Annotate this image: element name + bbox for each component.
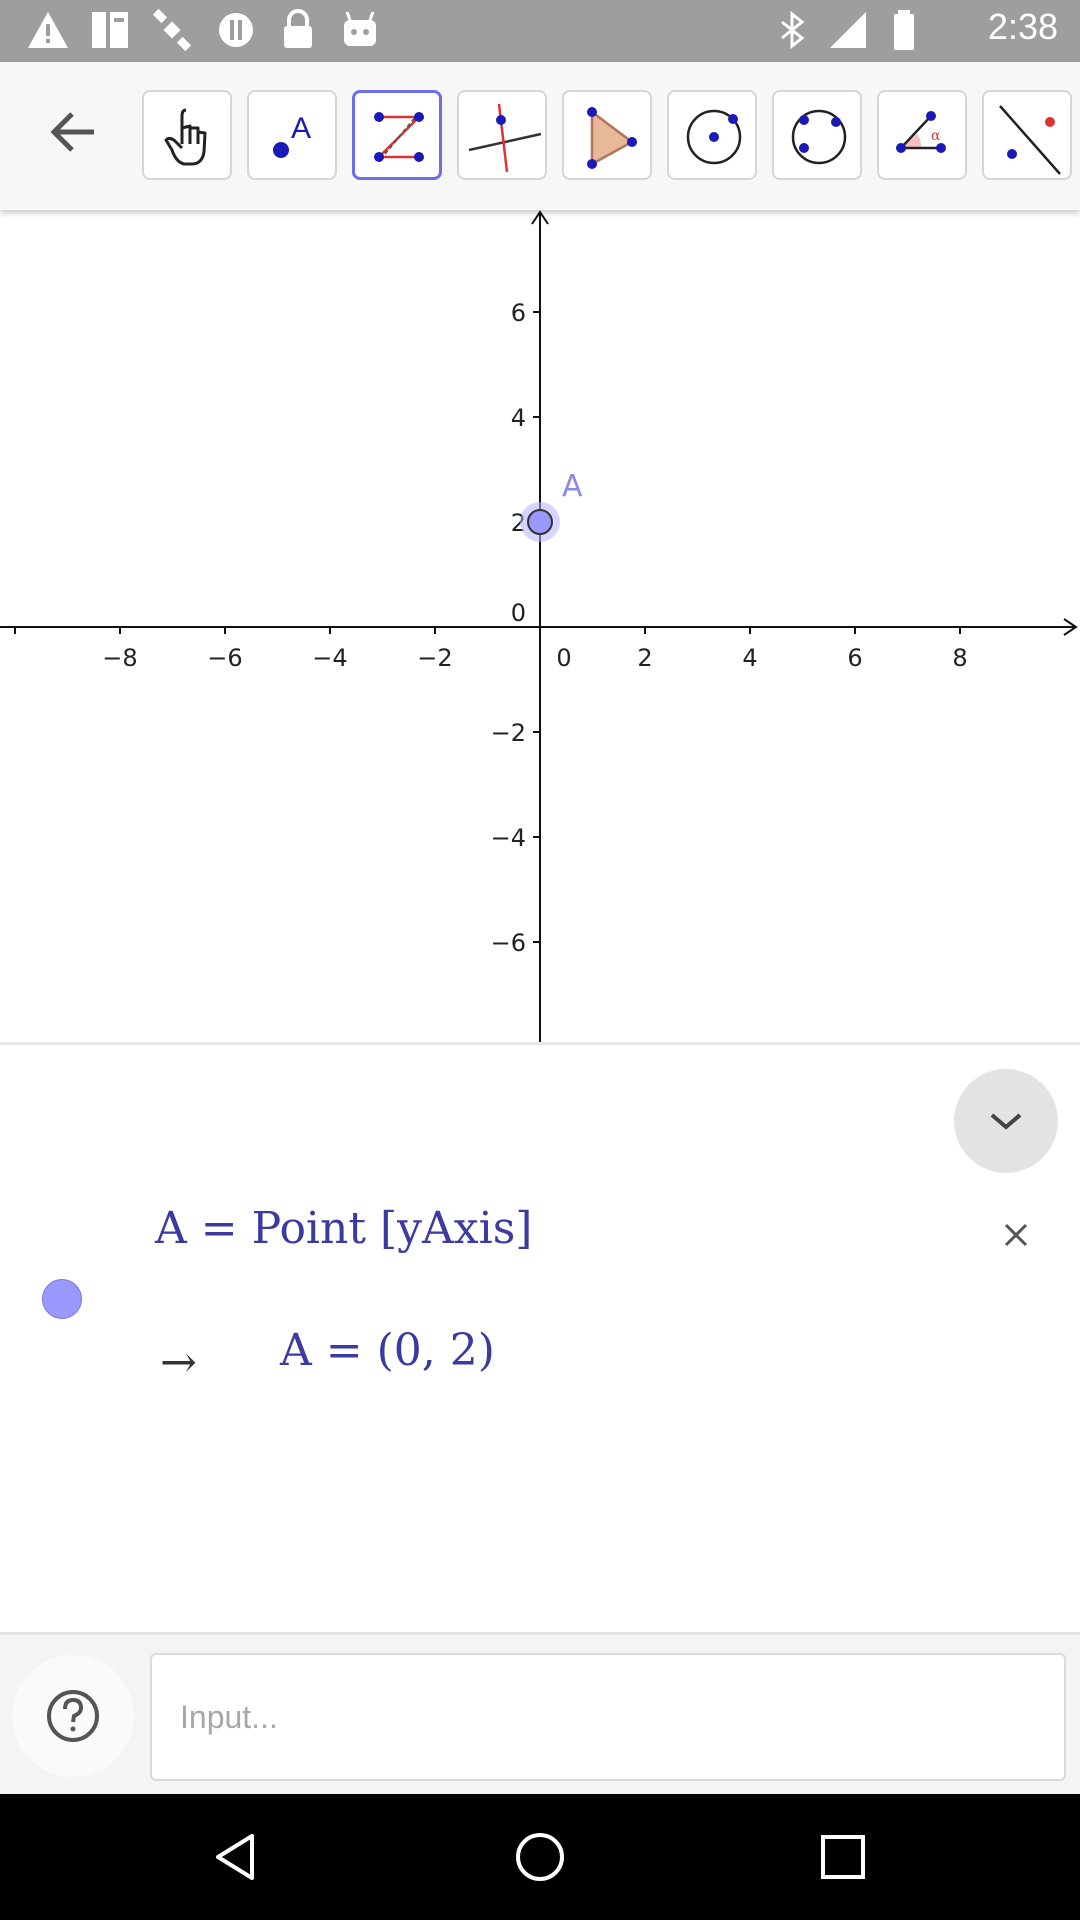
point-a[interactable] xyxy=(527,509,553,535)
collapse-button[interactable] xyxy=(954,1069,1058,1173)
algebra-input-field[interactable] xyxy=(150,1653,1066,1781)
x-tick-label: −2 xyxy=(417,644,452,672)
sync-icon xyxy=(219,13,253,47)
hand-pointer-icon xyxy=(164,108,207,166)
axes xyxy=(0,210,1078,1042)
angle-icon: α xyxy=(896,111,946,153)
back-triangle-icon[interactable] xyxy=(202,1822,272,1892)
chevron-down-icon xyxy=(990,1113,1022,1130)
x-tick-label: −8 xyxy=(102,644,137,672)
angle-tool-label: α xyxy=(931,128,941,144)
x-tick-label: 8 xyxy=(952,644,967,672)
polyline-icon xyxy=(374,112,424,162)
x-axis-arrow xyxy=(1063,618,1078,636)
battery-icon xyxy=(894,10,914,50)
y-tick-label: 4 xyxy=(511,404,526,432)
warning-icon xyxy=(28,12,68,48)
circle-center-point-icon xyxy=(686,109,742,165)
x-tick-label: 4 xyxy=(742,644,757,672)
lock-icon xyxy=(284,9,312,48)
y-tick-label: −2 xyxy=(491,719,526,747)
x-tick-label: 6 xyxy=(847,644,862,672)
y-tick-label: −4 xyxy=(491,824,526,852)
signal-icon xyxy=(830,12,866,48)
perpendicular-line-tool-button[interactable] xyxy=(457,90,547,180)
y-tick-label: −6 xyxy=(491,929,526,957)
graphics-view[interactable]: −8 −6 −4 −2 0 2 4 6 8 6 4 2 0 −2 −4 −6 A xyxy=(0,210,1080,1042)
algebra-value: A = (0, 2) xyxy=(280,1325,495,1376)
close-icon[interactable] xyxy=(996,1215,1036,1255)
recent-apps-square-icon[interactable] xyxy=(808,1822,878,1892)
circle-center-point-tool-button[interactable] xyxy=(667,90,757,180)
bluetooth-icon xyxy=(781,10,805,50)
circle-three-points-tool-button[interactable] xyxy=(772,90,862,180)
point-icon: A xyxy=(273,112,311,158)
x-tick-label: −4 xyxy=(312,644,347,672)
point-a-label: A xyxy=(562,469,583,504)
point-tool-button[interactable]: A xyxy=(247,90,337,180)
y-axis-arrow xyxy=(531,210,549,225)
angle-tool-button[interactable]: α xyxy=(877,90,967,180)
status-time: 2:38 xyxy=(987,6,1058,47)
polygon-icon xyxy=(587,107,637,169)
point-tool-label: A xyxy=(291,112,311,145)
algebra-definition[interactable]: A = Point [yAxis] xyxy=(155,1203,533,1254)
reflect-about-line-icon xyxy=(999,105,1061,175)
point-layer[interactable]: A xyxy=(520,469,583,542)
help-button[interactable] xyxy=(12,1655,134,1777)
x-tick-label: 0 xyxy=(556,644,571,672)
x-tick-label: 2 xyxy=(637,644,652,672)
arrow-left-icon[interactable] xyxy=(44,102,104,162)
algebra-view: A = Point [yAxis] → A = (0, 2) xyxy=(0,1042,1080,1635)
move-tool-button[interactable] xyxy=(142,90,232,180)
polygon-tool-button[interactable] xyxy=(562,90,652,180)
point-visibility-toggle[interactable] xyxy=(42,1279,82,1319)
reflect-tool-button[interactable] xyxy=(982,90,1072,180)
android-icon xyxy=(344,11,376,46)
result-arrow: → xyxy=(160,1337,197,1388)
home-circle-icon[interactable] xyxy=(505,1822,575,1892)
satellite-icon xyxy=(152,8,192,52)
fax-icon xyxy=(92,12,128,48)
status-bar: 2:38 xyxy=(0,0,1080,62)
help-question-icon xyxy=(47,1690,99,1742)
y-tick-label: 6 xyxy=(511,299,526,327)
input-bar xyxy=(0,1632,1080,1797)
perpendicular-line-icon xyxy=(468,103,542,173)
tool-bar: A xyxy=(0,62,1080,210)
y-tick-label: 0 xyxy=(511,599,526,627)
circle-three-points-icon xyxy=(791,109,847,165)
navigation-bar xyxy=(0,1794,1080,1920)
x-tick-label: −6 xyxy=(207,644,242,672)
polyline-tool-button[interactable] xyxy=(352,90,442,180)
